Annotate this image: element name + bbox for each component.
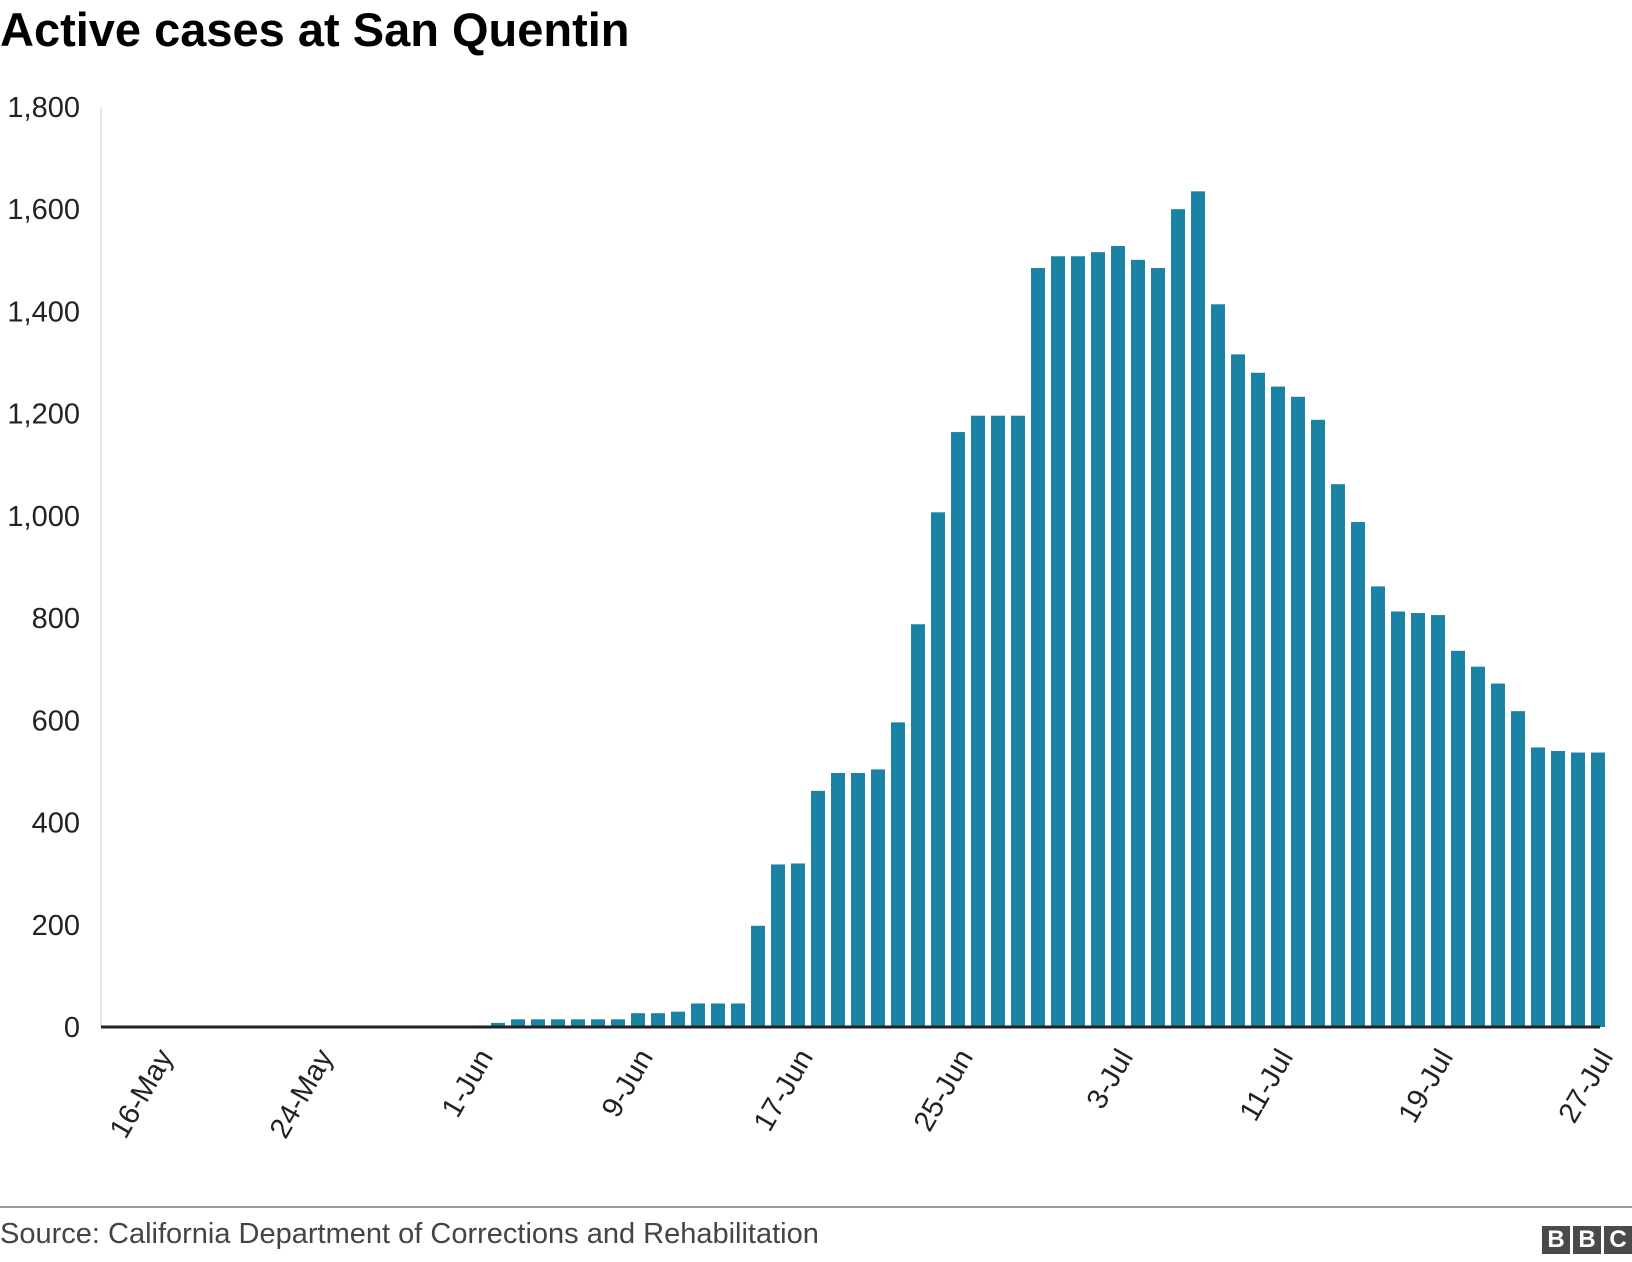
- bar: [511, 1019, 525, 1027]
- bar: [1151, 268, 1165, 1027]
- bar: [1111, 246, 1125, 1027]
- bar: [931, 512, 945, 1027]
- bar: [1571, 752, 1585, 1027]
- bbc-logo: B B C: [1542, 1226, 1632, 1254]
- x-tick-label: 16-May: [104, 1044, 180, 1144]
- chart-title: Active cases at San Quentin: [0, 3, 630, 56]
- x-tick-label: 9-Jun: [596, 1044, 660, 1123]
- y-tick-label: 1,800: [7, 92, 80, 124]
- y-axis-tick-labels: 0 200 400 600 800 1,000 1,200 1,400 1,600 1,800: [7, 92, 80, 1044]
- y-tick-label: 600: [32, 705, 80, 737]
- bar: [851, 772, 865, 1027]
- bar: [1031, 268, 1045, 1027]
- bar: [1231, 354, 1245, 1027]
- bar: [551, 1019, 565, 1027]
- bar: [1291, 396, 1305, 1027]
- bar: [971, 415, 985, 1027]
- bar: [1411, 613, 1425, 1027]
- bar: [1271, 386, 1285, 1028]
- bar: [731, 1003, 745, 1027]
- bar: [1551, 751, 1565, 1027]
- x-tick-label: 1-Jun: [436, 1044, 500, 1123]
- bbc-logo-letter: B: [1542, 1226, 1570, 1254]
- y-tick-label: 1,400: [7, 296, 80, 328]
- bar: [1451, 650, 1465, 1027]
- bbc-logo-letter: C: [1604, 1226, 1632, 1254]
- bar: [1131, 259, 1145, 1027]
- bar: [651, 1013, 665, 1027]
- bar: [1331, 484, 1345, 1027]
- bar: [591, 1019, 605, 1027]
- bar: [671, 1011, 685, 1027]
- bar: [771, 864, 785, 1027]
- bar: [531, 1019, 545, 1027]
- y-tick-label: 1,200: [7, 399, 80, 431]
- bar: [1511, 711, 1525, 1027]
- bar: [1351, 522, 1365, 1027]
- bar: [991, 415, 1005, 1027]
- bar: [1051, 256, 1065, 1027]
- bar: [1391, 611, 1405, 1027]
- bar: [711, 1003, 725, 1027]
- bar: [631, 1013, 645, 1027]
- bar: [1431, 615, 1445, 1027]
- x-tick-label: 3-Jul: [1081, 1044, 1140, 1114]
- bar: [1371, 586, 1385, 1027]
- x-tick-label: 24-May: [264, 1044, 340, 1144]
- bar: [1531, 747, 1545, 1027]
- x-tick-label: 17-Jun: [748, 1044, 820, 1137]
- y-tick-label: 0: [64, 1012, 80, 1044]
- bar: [751, 925, 765, 1027]
- bar: [951, 432, 965, 1028]
- bar: [1071, 256, 1085, 1027]
- y-tick-label: 400: [32, 808, 80, 840]
- y-tick-label: 1,600: [7, 194, 80, 226]
- bar: [691, 1003, 705, 1027]
- x-axis-tick-labels: 16-May 24-May 1-Jun 9-Jun 17-Jun 25-Jun 3-Jul 1…: [104, 1044, 1620, 1144]
- bar: [1491, 683, 1505, 1027]
- bar: [791, 863, 805, 1027]
- source-note: Source: California Department of Correct…: [0, 1218, 819, 1250]
- bar: [891, 722, 905, 1027]
- y-tick-label: 1,000: [7, 501, 80, 533]
- bar: [811, 790, 825, 1027]
- bar: [1591, 752, 1605, 1027]
- bar: [911, 624, 925, 1027]
- bars: [471, 191, 1605, 1028]
- x-tick-label: 11-Jul: [1234, 1044, 1300, 1127]
- y-tick-label: 200: [32, 910, 80, 942]
- bar: [871, 769, 885, 1027]
- x-tick-label: 27-Jul: [1553, 1044, 1620, 1128]
- bar: [1471, 666, 1485, 1027]
- bar: [491, 1022, 505, 1027]
- bar: [831, 772, 845, 1027]
- bbc-logo-letter: B: [1573, 1226, 1601, 1254]
- bar-chart: 0 200 400 600 800 1,000 1,200 1,400 1,600 1,800 1…: [7, 92, 1620, 1144]
- x-tick-label: 19-Jul: [1393, 1044, 1460, 1128]
- y-tick-label: 800: [32, 603, 80, 635]
- bar: [1251, 372, 1265, 1027]
- x-tick-label: 25-Jun: [908, 1044, 980, 1137]
- bar: [1091, 252, 1105, 1028]
- bar: [611, 1019, 625, 1027]
- bar: [1171, 209, 1185, 1027]
- bar: [1311, 419, 1325, 1027]
- bar: [571, 1019, 585, 1027]
- footer-divider: [0, 1206, 1632, 1208]
- bar: [1211, 304, 1225, 1027]
- bar: [1011, 415, 1025, 1027]
- bar: [1191, 191, 1205, 1028]
